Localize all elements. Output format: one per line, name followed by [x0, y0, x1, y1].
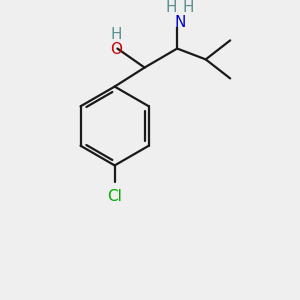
Text: H: H: [182, 0, 194, 15]
Text: O: O: [110, 42, 122, 57]
Text: Cl: Cl: [107, 188, 122, 203]
Text: H: H: [166, 0, 178, 15]
Text: N: N: [174, 15, 186, 30]
Text: H: H: [110, 27, 122, 42]
